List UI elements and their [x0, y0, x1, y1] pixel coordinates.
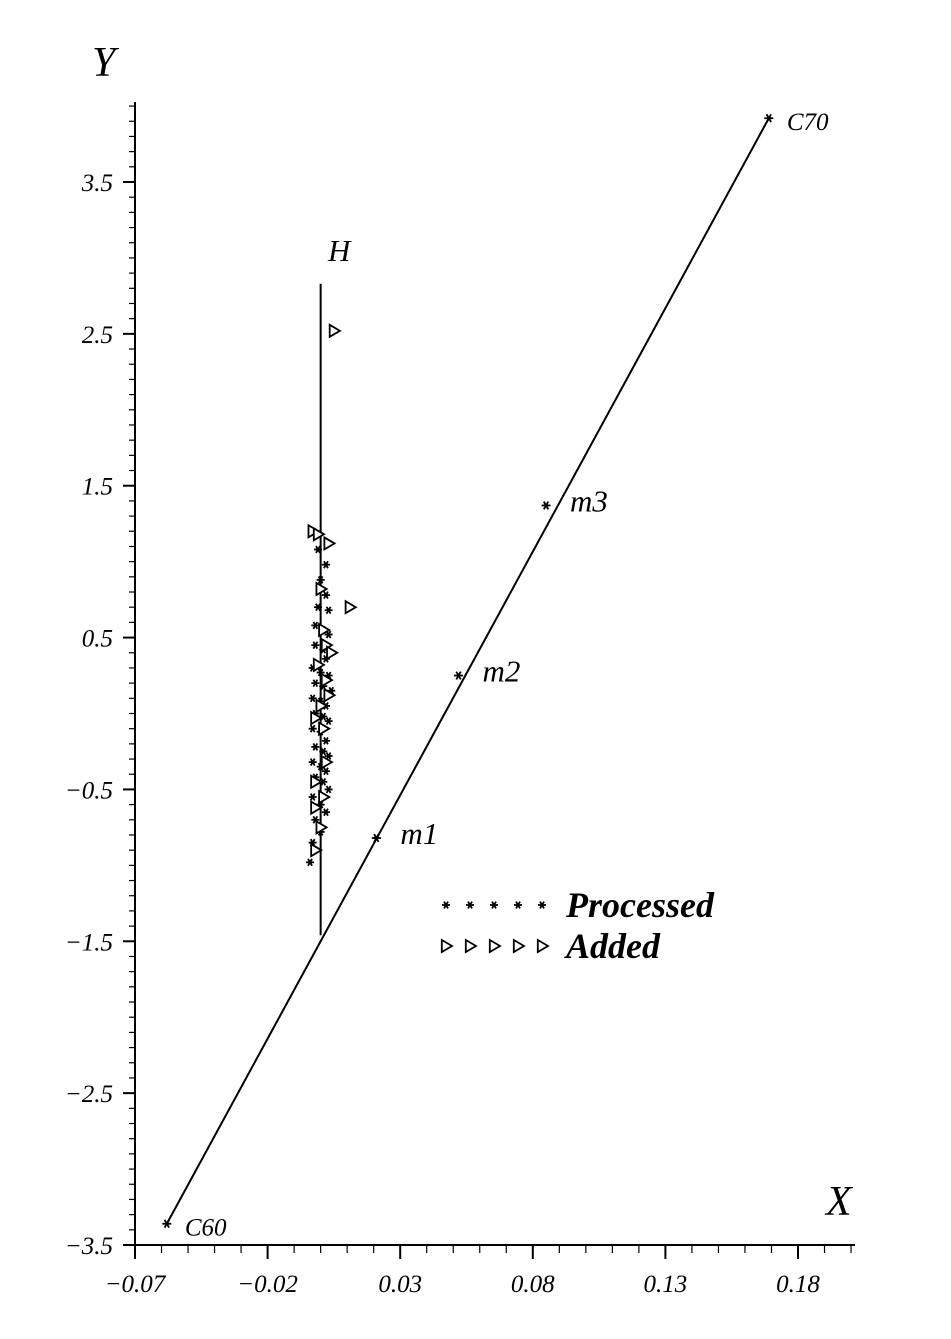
label-m2: m2 [483, 654, 521, 689]
added-point [326, 645, 340, 661]
added-point [344, 599, 358, 615]
added-point [328, 323, 342, 339]
legend-marker-processed [466, 901, 474, 909]
processed-point [308, 758, 317, 767]
processed-point [306, 858, 315, 867]
line-c60-c70 [165, 117, 770, 1225]
added-point [320, 754, 334, 770]
added-point [310, 800, 324, 816]
x-tick-label: −0.07 [105, 1271, 167, 1298]
legend-marker-added [512, 938, 526, 954]
annotations: C60 m1 m2 m3 C70 H [162, 109, 829, 1242]
x-tick-label: 0.08 [511, 1271, 555, 1298]
y-tick-label: −1.5 [65, 929, 113, 956]
added-point [323, 687, 337, 703]
label-h: H [327, 233, 352, 268]
data-marks [306, 323, 358, 867]
y-tick-label: −2.5 [65, 1081, 113, 1108]
processed-point [311, 621, 320, 630]
legend-marker-processed [514, 901, 522, 909]
added-point [310, 710, 324, 726]
point-c60 [162, 1219, 172, 1229]
added-point [315, 581, 329, 597]
axes: 3.5 2.5 1.5 0.5 −0.5 −1.5 −2.5 −3.5 −0.07 −0.02 0.… [65, 102, 855, 1298]
processed-point [308, 694, 317, 703]
processed-point [321, 767, 330, 776]
processed-point [324, 717, 333, 726]
processed-point [324, 630, 333, 639]
added-point [318, 789, 332, 805]
added-point [312, 526, 326, 542]
chart-lines [165, 117, 770, 1225]
processed-point [308, 724, 317, 733]
point-c70 [764, 113, 774, 123]
x-tick-label: 0.18 [776, 1271, 820, 1298]
added-point [323, 535, 337, 551]
processed-point [321, 808, 330, 817]
processed-point [316, 575, 325, 584]
point-m1 [371, 833, 381, 843]
y-tick-label: −0.5 [65, 777, 113, 804]
processed-point [319, 747, 328, 756]
processed-point [319, 712, 328, 721]
x-tick-label: 0.03 [378, 1271, 422, 1298]
added-point [318, 622, 332, 638]
y-tick-label: 3.5 [81, 170, 113, 197]
processed-point [321, 560, 330, 569]
added-point [315, 819, 329, 835]
y-tick-label: 0.5 [82, 626, 113, 653]
y-tick-label: 2.5 [82, 322, 113, 349]
processed-point [324, 785, 333, 794]
added-point [310, 774, 324, 790]
added-point [310, 842, 324, 858]
legend-marker-processed [442, 901, 450, 909]
processed-point [311, 641, 320, 650]
processed-point [321, 736, 330, 745]
label-c60: C60 [185, 1215, 227, 1242]
legend-marker-added [464, 938, 478, 954]
processed-point [321, 591, 330, 599]
x-tick-label: −0.02 [237, 1271, 298, 1298]
added-point [320, 672, 334, 688]
point-m2 [454, 671, 464, 680]
legend-marker-added [440, 938, 454, 954]
y-axis-title: Y [92, 40, 120, 86]
legend-marker-added [488, 938, 502, 954]
processed-point [324, 606, 333, 615]
legend-marker-processed [538, 901, 546, 909]
legend-label-added: Added [564, 926, 661, 966]
legend-marker-processed [490, 901, 498, 909]
added-point [312, 657, 326, 673]
processed-point [311, 742, 320, 751]
x-tick-label: 0.13 [644, 1271, 688, 1298]
label-c70: C70 [787, 109, 829, 136]
legend-marker-added [536, 938, 550, 954]
label-m1: m1 [400, 816, 438, 851]
x-axis-title: X [824, 1179, 854, 1225]
processed-point [313, 603, 322, 612]
processed-point [308, 793, 317, 801]
label-m3: m3 [570, 483, 608, 518]
added-point [315, 698, 329, 714]
legend-label-processed: Processed [565, 885, 715, 925]
processed-point [313, 545, 322, 554]
added-point [318, 721, 332, 737]
y-tick-label: 1.5 [82, 474, 113, 501]
processed-point [311, 679, 320, 688]
y-tick-label: −3.5 [65, 1233, 113, 1260]
point-m3 [541, 501, 551, 510]
